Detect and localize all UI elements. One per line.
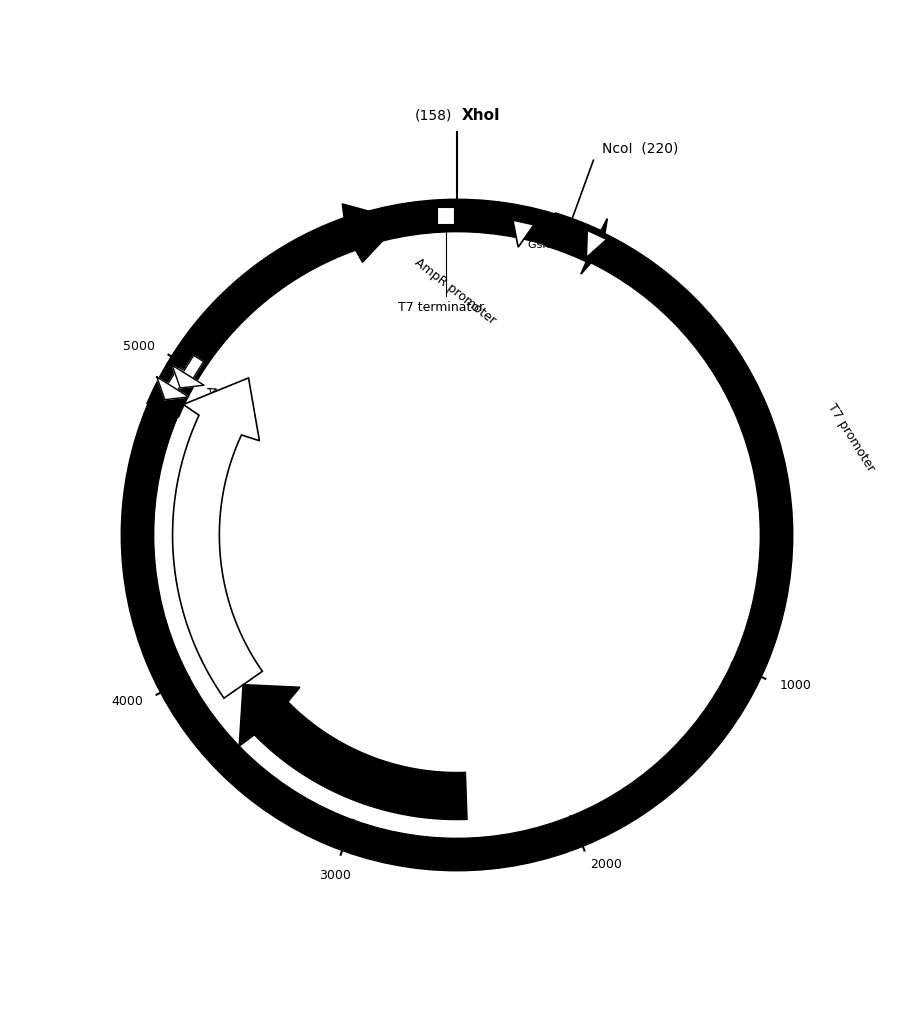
Text: 2000: 2000 [590,859,622,871]
Polygon shape [168,367,188,390]
Text: NcoI  (220): NcoI (220) [602,142,679,155]
Polygon shape [147,204,401,417]
Polygon shape [587,231,607,258]
Text: T7 terminator: T7 terminator [399,301,484,314]
Polygon shape [173,378,262,698]
Bar [437,206,455,225]
Polygon shape [157,377,188,399]
Text: 5000: 5000 [123,340,155,354]
Polygon shape [513,220,534,247]
Text: XhoI: XhoI [462,108,500,123]
Text: AmpR promoter: AmpR promoter [412,255,499,326]
Polygon shape [239,685,467,820]
Text: 3000: 3000 [320,869,351,882]
Text: 1000: 1000 [780,679,811,692]
Polygon shape [172,366,204,388]
Polygon shape [183,356,204,378]
Polygon shape [546,213,607,274]
Text: (158): (158) [415,109,452,123]
Text: AmpR: AmpR [203,384,228,424]
Text: 4000: 4000 [112,695,143,708]
Text: T7 promoter: T7 promoter [825,401,877,473]
Text: Gsh F: Gsh F [528,241,559,251]
